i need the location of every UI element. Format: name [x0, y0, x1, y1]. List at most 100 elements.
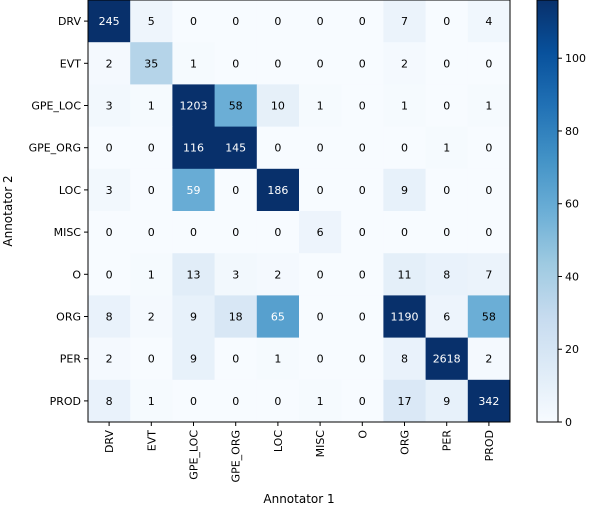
cell-value-label: 1 — [317, 100, 324, 113]
x-tick-label: O — [356, 430, 369, 439]
y-axis-label: Annotator 2 — [1, 175, 15, 246]
heatmap-cell — [467, 84, 511, 127]
heatmap-cell — [256, 126, 300, 170]
cell-value-label: 0 — [232, 57, 239, 70]
cell-value-label: 11 — [398, 268, 412, 281]
colorbar-ticks: 0 20 40 60 80 100 — [558, 52, 586, 429]
cell-value-label: 8 — [401, 353, 408, 366]
cell-value-label: 2 — [485, 353, 492, 366]
y-axis-ticks: DRV EVT GPE_LOC GPE_ORG LOC MISC O ORG PER PROD — [29, 15, 88, 408]
heatmap-cell — [425, 337, 469, 381]
heatmap-cell — [130, 126, 173, 170]
heatmap-cell — [467, 211, 511, 254]
heatmap-cell — [467, 168, 511, 212]
cell-value-label: 0 — [106, 268, 113, 281]
cell-value-label: 1203 — [180, 100, 208, 113]
cell-value-label: 0 — [232, 184, 239, 197]
cell-value-label: 0 — [359, 142, 366, 155]
heatmap-cell — [425, 379, 469, 423]
heatmap-cell — [130, 379, 173, 423]
heatmap-cell — [299, 253, 342, 296]
cell-value-label: 0 — [317, 142, 324, 155]
cell-value-label: 8 — [443, 268, 450, 281]
heatmap-cell — [256, 379, 300, 423]
heatmap-cell — [88, 253, 131, 296]
heatmap-cell — [88, 126, 131, 170]
heatmap-cell — [467, 295, 511, 338]
y-tick-label: ORG — [56, 311, 81, 324]
heatmap-cell — [214, 126, 258, 170]
heatmap-cell — [383, 295, 426, 338]
x-axis-ticks: DRV EVT GPE_LOC GPE_ORG LOC MISC O ORG PER PROD — [103, 422, 496, 482]
cell-value-label: 9 — [190, 311, 197, 324]
colorbar-tick-label: 20 — [565, 343, 579, 356]
cell-value-label: 0 — [274, 142, 281, 155]
cell-value-label: 58 — [482, 311, 496, 324]
y-tick-label: GPE_ORG — [29, 142, 81, 155]
cell-value-label: 0 — [401, 226, 408, 239]
heatmap-cell — [214, 211, 258, 254]
cell-value-label: 0 — [359, 311, 366, 324]
heatmap-cell — [341, 211, 384, 254]
cell-value-label: 0 — [148, 226, 155, 239]
cell-value-label: 0 — [443, 57, 450, 70]
heatmap-cell — [383, 211, 426, 254]
cell-value-label: 0 — [232, 226, 239, 239]
y-tick-label: GPE_LOC — [31, 100, 81, 113]
cell-value-label: 10 — [271, 100, 285, 113]
cell-value-label: 13 — [187, 268, 201, 281]
heatmap-cell — [425, 295, 469, 338]
x-axis-label: Annotator 1 — [263, 492, 334, 506]
heatmap-cell — [299, 211, 342, 254]
cell-value-label: 0 — [359, 226, 366, 239]
cell-value-label: 1 — [148, 395, 155, 408]
heatmap-cell — [299, 168, 342, 212]
heatmap-cell — [467, 253, 511, 296]
cell-value-label: 3 — [106, 184, 113, 197]
cell-value-label: 1 — [190, 57, 197, 70]
cell-value-label: 0 — [485, 184, 492, 197]
heatmap-cell — [299, 126, 342, 170]
heatmap-cell — [299, 42, 342, 85]
heatmap-cell — [130, 211, 173, 254]
cell-value-label: 0 — [148, 184, 155, 197]
cell-value-label: 4 — [485, 15, 492, 28]
heatmap-cell — [172, 84, 215, 127]
heatmap-cell — [383, 0, 426, 43]
cell-value-label: 0 — [359, 395, 366, 408]
y-tick-label: O — [72, 268, 81, 281]
cell-value-label: 0 — [443, 184, 450, 197]
cell-value-label: 5 — [148, 15, 155, 28]
cell-value-label: 1 — [443, 142, 450, 155]
x-tick-label: PROD — [483, 430, 496, 461]
heatmap-cell — [214, 253, 258, 296]
y-tick-label: EVT — [60, 57, 81, 70]
cell-value-label: 0 — [359, 15, 366, 28]
heatmap-cell — [256, 211, 300, 254]
cell-value-label: 0 — [443, 100, 450, 113]
heatmap-cell — [425, 253, 469, 296]
heatmap-cell — [130, 337, 173, 381]
cell-value-label: 1 — [148, 100, 155, 113]
cell-value-label: 9 — [190, 353, 197, 366]
heatmap-cell — [256, 168, 300, 212]
cell-value-label: 9 — [401, 184, 408, 197]
cell-value-label: 0 — [106, 226, 113, 239]
heatmap-cell — [88, 295, 131, 338]
cell-value-label: 0 — [317, 353, 324, 366]
heatmap-cell — [172, 211, 215, 254]
heatmap-cell — [256, 42, 300, 85]
heatmap-cell — [256, 0, 300, 43]
cell-value-label: 0 — [274, 395, 281, 408]
heatmap-cell — [172, 42, 215, 85]
cell-value-label: 0 — [317, 311, 324, 324]
cell-value-label: 186 — [267, 184, 288, 197]
heatmap-cells: 245 5 0 0 0 0 0 7 0 42 35 1 0 0 0 0 2 0 03 1 1203 58 10 1 0 1 0 10 0… — [88, 0, 511, 423]
cell-value-label: 1 — [274, 353, 281, 366]
heatmap-cell — [299, 337, 342, 381]
heatmap-cell — [214, 0, 258, 43]
heatmap-cell — [172, 379, 215, 423]
heatmap-cell — [88, 84, 131, 127]
heatmap-cell — [299, 379, 342, 423]
cell-value-label: 0 — [317, 57, 324, 70]
